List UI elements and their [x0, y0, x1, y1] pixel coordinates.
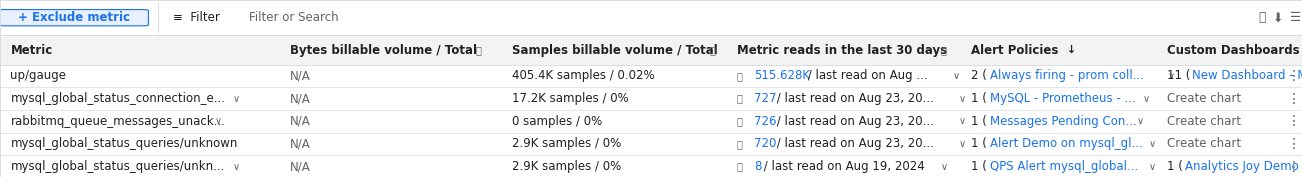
Text: Bytes billable volume / Total: Bytes billable volume / Total	[290, 44, 478, 56]
Bar	[0, 65, 1302, 87]
Text: ≡  Filter: ≡ Filter	[173, 11, 220, 24]
Text: N/A: N/A	[290, 115, 311, 128]
Text: ∨: ∨	[953, 71, 960, 81]
Text: ↓: ↓	[1062, 45, 1075, 55]
Text: ⓘ: ⓘ	[710, 45, 715, 55]
Text: / last read on Aug ...: / last read on Aug ...	[803, 69, 927, 82]
Text: mysql_global_status_connection_e...: mysql_global_status_connection_e...	[10, 92, 225, 105]
Text: Alert Policies: Alert Policies	[971, 44, 1059, 56]
Text: ∨: ∨	[1137, 116, 1143, 126]
Text: QPS Alert mysql_global...: QPS Alert mysql_global...	[990, 160, 1138, 173]
Text: 1 (: 1 (	[971, 92, 987, 105]
Bar	[0, 0, 1302, 35]
Text: 727: 727	[754, 92, 776, 105]
Text: 1 (: 1 (	[971, 160, 987, 173]
Text: 8: 8	[754, 160, 762, 173]
Text: ⬇: ⬇	[1273, 11, 1284, 24]
Text: Filter or Search: Filter or Search	[249, 11, 339, 24]
Text: ⋮: ⋮	[1288, 159, 1301, 174]
Text: ∨: ∨	[233, 94, 240, 104]
Bar	[0, 87, 1302, 110]
Text: ⓘ: ⓘ	[737, 162, 743, 172]
Text: Alert Demo on mysql_gl...: Alert Demo on mysql_gl...	[990, 137, 1143, 150]
Text: mysql_global_status_queries/unknown: mysql_global_status_queries/unknown	[10, 137, 238, 150]
Text: 2 (: 2 (	[971, 69, 987, 82]
Bar	[0, 35, 1302, 65]
Text: + Exclude metric: + Exclude metric	[17, 11, 130, 24]
Text: / last read on Aug 23, 20...: / last read on Aug 23, 20...	[772, 92, 934, 105]
Text: Samples billable volume / Total: Samples billable volume / Total	[512, 44, 717, 56]
Text: 1 (: 1 (	[971, 115, 987, 128]
Text: ⓘ: ⓘ	[737, 116, 743, 126]
Text: New Dashboard - May: New Dashboard - May	[1191, 69, 1302, 82]
Bar	[0, 110, 1302, 133]
Text: ⋮: ⋮	[1288, 114, 1301, 128]
Text: 2.9K samples / 0%: 2.9K samples / 0%	[512, 160, 621, 173]
Text: ⋮: ⋮	[1288, 92, 1301, 106]
Text: rabbitmq_queue_messages_unack...: rabbitmq_queue_messages_unack...	[10, 115, 225, 128]
Text: N/A: N/A	[290, 160, 311, 173]
Text: Custom Dashboards: Custom Dashboards	[1167, 44, 1299, 56]
Text: ∨: ∨	[960, 139, 966, 149]
Text: ❓: ❓	[1258, 11, 1266, 24]
Text: Messages Pending Con...: Messages Pending Con...	[990, 115, 1137, 128]
Text: ⓘ: ⓘ	[941, 45, 947, 55]
Text: ☰: ☰	[1290, 11, 1301, 24]
Text: MySQL - Prometheus - ...: MySQL - Prometheus - ...	[990, 92, 1135, 105]
Text: 2.9K samples / 0%: 2.9K samples / 0%	[512, 137, 621, 150]
Text: Analytics Joy Demo My: Analytics Joy Demo My	[1185, 160, 1302, 173]
Text: ⓘ: ⓘ	[737, 139, 743, 149]
Text: ⓘ: ⓘ	[737, 94, 743, 104]
Text: Metric: Metric	[10, 44, 52, 56]
Bar	[0, 155, 1302, 177]
Text: 515.628K: 515.628K	[754, 69, 810, 82]
Text: 1 (: 1 (	[971, 137, 987, 150]
Text: 1 (: 1 (	[1167, 160, 1182, 173]
Text: 405.4K samples / 0.02%: 405.4K samples / 0.02%	[512, 69, 655, 82]
Text: Metric reads in the last 30 days: Metric reads in the last 30 days	[737, 44, 947, 56]
Text: ∨: ∨	[960, 116, 966, 126]
Text: Create chart: Create chart	[1167, 115, 1241, 128]
Text: 720: 720	[754, 137, 776, 150]
Text: 17.2K samples / 0%: 17.2K samples / 0%	[512, 92, 629, 105]
Text: ⓘ: ⓘ	[737, 71, 743, 81]
Text: mysql_global_status_queries/unkn...: mysql_global_status_queries/unkn...	[10, 160, 225, 173]
Text: up/gauge: up/gauge	[10, 69, 66, 82]
Text: ∨: ∨	[940, 162, 948, 172]
Text: / last read on Aug 23, 20...: / last read on Aug 23, 20...	[772, 137, 934, 150]
Text: N/A: N/A	[290, 137, 311, 150]
FancyBboxPatch shape	[0, 10, 148, 26]
Bar	[0, 133, 1302, 155]
Text: / last read on Aug 23, 20...: / last read on Aug 23, 20...	[772, 115, 934, 128]
Text: ∨: ∨	[215, 116, 221, 126]
Text: N/A: N/A	[290, 69, 311, 82]
Text: Always firing - prom coll...: Always firing - prom coll...	[990, 69, 1144, 82]
Text: N/A: N/A	[290, 92, 311, 105]
Text: Create chart: Create chart	[1167, 92, 1241, 105]
Text: ⋮: ⋮	[1288, 137, 1301, 151]
Text: 11 (: 11 (	[1167, 69, 1190, 82]
Text: ⓘ: ⓘ	[475, 45, 482, 55]
Text: ∨: ∨	[233, 162, 240, 172]
Text: ∨: ∨	[1168, 71, 1174, 81]
Text: ∨: ∨	[960, 94, 966, 104]
Text: ∨: ∨	[1148, 139, 1156, 149]
Text: ⋮: ⋮	[1288, 69, 1301, 83]
Text: ∨: ∨	[1148, 162, 1156, 172]
Text: Create chart: Create chart	[1167, 137, 1241, 150]
Text: ∨: ∨	[1143, 94, 1150, 104]
Text: 726: 726	[754, 115, 776, 128]
Text: 0 samples / 0%: 0 samples / 0%	[512, 115, 602, 128]
Text: / last read on Aug 19, 2024: / last read on Aug 19, 2024	[760, 160, 924, 173]
